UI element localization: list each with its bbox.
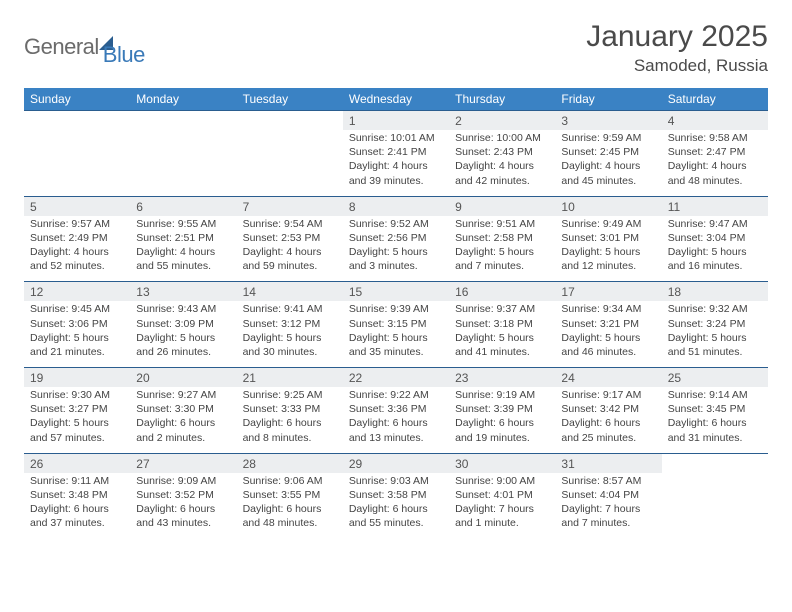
day-number-cell: 15 (343, 282, 449, 302)
col-monday: Monday (130, 88, 236, 111)
day-number-cell: 18 (662, 282, 768, 302)
logo: General Blue (24, 26, 145, 68)
day-header-row: Sunday Monday Tuesday Wednesday Thursday… (24, 88, 768, 111)
col-wednesday: Wednesday (343, 88, 449, 111)
logo-word1: General (24, 34, 99, 60)
day-detail-cell: Sunrise: 9:11 AMSunset: 3:48 PMDaylight:… (24, 473, 130, 539)
day-detail-cell: Sunrise: 9:03 AMSunset: 3:58 PMDaylight:… (343, 473, 449, 539)
day-detail-cell: Sunrise: 9:09 AMSunset: 3:52 PMDaylight:… (130, 473, 236, 539)
day-number-cell: 6 (130, 196, 236, 216)
col-thursday: Thursday (449, 88, 555, 111)
day-detail-cell: Sunrise: 9:32 AMSunset: 3:24 PMDaylight:… (662, 301, 768, 367)
day-detail-cell: Sunrise: 9:37 AMSunset: 3:18 PMDaylight:… (449, 301, 555, 367)
day-detail-cell: Sunrise: 9:43 AMSunset: 3:09 PMDaylight:… (130, 301, 236, 367)
week-number-row: 262728293031 (24, 453, 768, 473)
day-detail-cell: Sunrise: 9:41 AMSunset: 3:12 PMDaylight:… (237, 301, 343, 367)
day-number-cell: 30 (449, 453, 555, 473)
day-detail-cell: Sunrise: 9:58 AMSunset: 2:47 PMDaylight:… (662, 130, 768, 196)
day-detail-cell: Sunrise: 8:57 AMSunset: 4:04 PMDaylight:… (555, 473, 661, 539)
day-detail-cell (662, 473, 768, 539)
day-number-cell: 22 (343, 368, 449, 388)
day-number-cell (662, 453, 768, 473)
day-detail-cell: Sunrise: 10:00 AMSunset: 2:43 PMDaylight… (449, 130, 555, 196)
calendar-body: 1234Sunrise: 10:01 AMSunset: 2:41 PMDayl… (24, 111, 768, 539)
day-number-cell: 29 (343, 453, 449, 473)
day-number-cell (237, 111, 343, 131)
week-detail-row: Sunrise: 9:45 AMSunset: 3:06 PMDaylight:… (24, 301, 768, 367)
day-detail-cell: Sunrise: 9:14 AMSunset: 3:45 PMDaylight:… (662, 387, 768, 453)
day-number-cell: 13 (130, 282, 236, 302)
day-detail-cell: Sunrise: 9:49 AMSunset: 3:01 PMDaylight:… (555, 216, 661, 282)
day-number-cell: 2 (449, 111, 555, 131)
day-detail-cell: Sunrise: 9:00 AMSunset: 4:01 PMDaylight:… (449, 473, 555, 539)
col-tuesday: Tuesday (237, 88, 343, 111)
day-number-cell: 12 (24, 282, 130, 302)
day-detail-cell: Sunrise: 9:27 AMSunset: 3:30 PMDaylight:… (130, 387, 236, 453)
logo-word2: Blue (103, 42, 145, 68)
day-number-cell: 1 (343, 111, 449, 131)
day-detail-cell: Sunrise: 9:47 AMSunset: 3:04 PMDaylight:… (662, 216, 768, 282)
day-number-cell: 11 (662, 196, 768, 216)
day-detail-cell: Sunrise: 9:06 AMSunset: 3:55 PMDaylight:… (237, 473, 343, 539)
day-number-cell: 20 (130, 368, 236, 388)
day-detail-cell (237, 130, 343, 196)
day-number-cell: 17 (555, 282, 661, 302)
day-detail-cell: Sunrise: 9:30 AMSunset: 3:27 PMDaylight:… (24, 387, 130, 453)
day-number-cell: 16 (449, 282, 555, 302)
week-detail-row: Sunrise: 9:11 AMSunset: 3:48 PMDaylight:… (24, 473, 768, 539)
day-detail-cell: Sunrise: 9:22 AMSunset: 3:36 PMDaylight:… (343, 387, 449, 453)
day-number-cell: 27 (130, 453, 236, 473)
day-detail-cell: Sunrise: 9:34 AMSunset: 3:21 PMDaylight:… (555, 301, 661, 367)
col-friday: Friday (555, 88, 661, 111)
day-detail-cell: Sunrise: 9:54 AMSunset: 2:53 PMDaylight:… (237, 216, 343, 282)
col-sunday: Sunday (24, 88, 130, 111)
day-detail-cell: Sunrise: 9:17 AMSunset: 3:42 PMDaylight:… (555, 387, 661, 453)
day-detail-cell: Sunrise: 9:45 AMSunset: 3:06 PMDaylight:… (24, 301, 130, 367)
day-detail-cell: Sunrise: 9:57 AMSunset: 2:49 PMDaylight:… (24, 216, 130, 282)
day-number-cell: 24 (555, 368, 661, 388)
week-number-row: 567891011 (24, 196, 768, 216)
week-number-row: 19202122232425 (24, 368, 768, 388)
day-number-cell: 5 (24, 196, 130, 216)
day-number-cell: 9 (449, 196, 555, 216)
day-number-cell: 31 (555, 453, 661, 473)
day-number-cell (130, 111, 236, 131)
day-number-cell (24, 111, 130, 131)
day-detail-cell: Sunrise: 9:52 AMSunset: 2:56 PMDaylight:… (343, 216, 449, 282)
day-detail-cell: Sunrise: 9:59 AMSunset: 2:45 PMDaylight:… (555, 130, 661, 196)
day-detail-cell: Sunrise: 9:55 AMSunset: 2:51 PMDaylight:… (130, 216, 236, 282)
day-detail-cell: Sunrise: 10:01 AMSunset: 2:41 PMDaylight… (343, 130, 449, 196)
week-detail-row: Sunrise: 9:57 AMSunset: 2:49 PMDaylight:… (24, 216, 768, 282)
day-detail-cell (130, 130, 236, 196)
day-number-cell: 10 (555, 196, 661, 216)
day-number-cell: 3 (555, 111, 661, 131)
day-detail-cell: Sunrise: 9:25 AMSunset: 3:33 PMDaylight:… (237, 387, 343, 453)
calendar-table: Sunday Monday Tuesday Wednesday Thursday… (24, 88, 768, 538)
day-number-cell: 26 (24, 453, 130, 473)
col-saturday: Saturday (662, 88, 768, 111)
day-number-cell: 7 (237, 196, 343, 216)
week-number-row: 12131415161718 (24, 282, 768, 302)
week-number-row: 1234 (24, 111, 768, 131)
day-number-cell: 25 (662, 368, 768, 388)
location-label: Samoded, Russia (586, 56, 768, 76)
header: General Blue January 2025 Samoded, Russi… (24, 20, 768, 76)
day-number-cell: 14 (237, 282, 343, 302)
day-detail-cell (24, 130, 130, 196)
day-detail-cell: Sunrise: 9:39 AMSunset: 3:15 PMDaylight:… (343, 301, 449, 367)
day-detail-cell: Sunrise: 9:51 AMSunset: 2:58 PMDaylight:… (449, 216, 555, 282)
week-detail-row: Sunrise: 9:30 AMSunset: 3:27 PMDaylight:… (24, 387, 768, 453)
day-number-cell: 28 (237, 453, 343, 473)
week-detail-row: Sunrise: 10:01 AMSunset: 2:41 PMDaylight… (24, 130, 768, 196)
day-number-cell: 8 (343, 196, 449, 216)
title-block: January 2025 Samoded, Russia (586, 20, 768, 76)
day-number-cell: 4 (662, 111, 768, 131)
day-number-cell: 19 (24, 368, 130, 388)
page-title: January 2025 (586, 20, 768, 54)
day-number-cell: 21 (237, 368, 343, 388)
day-detail-cell: Sunrise: 9:19 AMSunset: 3:39 PMDaylight:… (449, 387, 555, 453)
day-number-cell: 23 (449, 368, 555, 388)
